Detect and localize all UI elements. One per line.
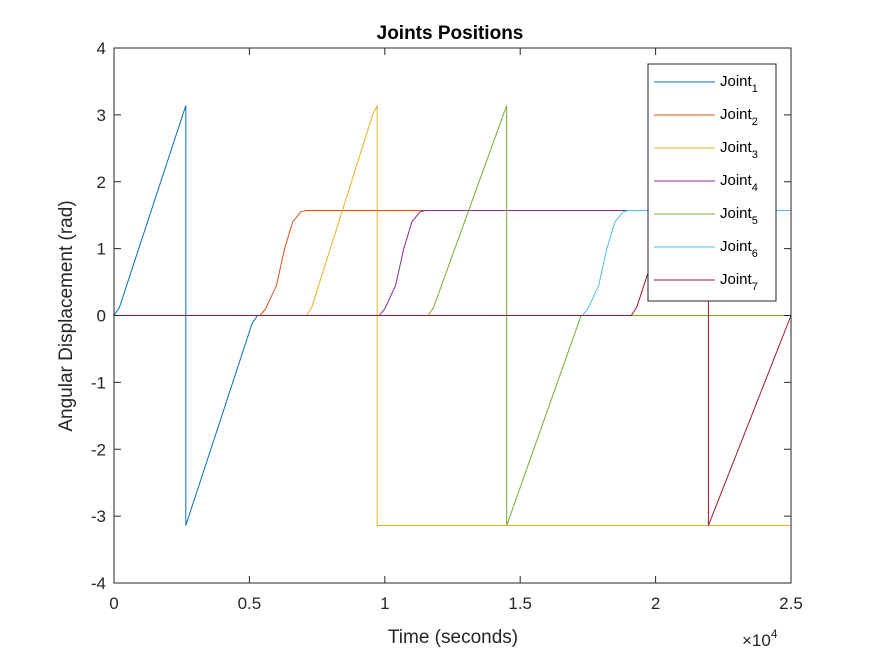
x-tick-label: 2.5 (779, 594, 803, 613)
y-tick-label: 4 (97, 39, 106, 58)
series-layer (113, 105, 792, 526)
legend-label-joint-6: Joint6 (720, 238, 758, 260)
legend-box (647, 63, 777, 302)
legend-label-joint-7: Joint7 (720, 271, 758, 293)
x-tick-label: 0 (109, 594, 118, 613)
legend-label-joint-1: Joint1 (720, 73, 758, 95)
axes-layer: 0 0.5 1 1.5 2 2.5 -4 -3 -2 -1 0 1 2 3 4 (91, 39, 803, 613)
legend: Joint1 Joint2 Joint3 Joint4 Joint5 Joint6 Join… (647, 63, 777, 302)
y-axis-label: Angular Displacement (rad) (56, 200, 77, 431)
chart-title: Joints Positions (377, 23, 524, 44)
legend-label-joint-3: Joint3 (720, 139, 758, 161)
y-tick-label: 2 (97, 173, 106, 192)
x-axis-exponent-base: ×10 (742, 631, 771, 650)
series-line-joint-2 (114, 210, 791, 316)
legend-label-joint-2: Joint2 (720, 106, 758, 128)
y-tick-label: -3 (91, 507, 106, 526)
x-axis-label: Time (seconds) (388, 627, 518, 648)
x-tick-label: 0.5 (238, 594, 262, 613)
y-tick-label: 1 (97, 240, 106, 259)
series-line-joint-6 (114, 210, 791, 316)
x-axis-exponent-power: 4 (771, 627, 778, 641)
x-tick-label: 1 (380, 594, 389, 613)
x-axis-exponent: ×104 (742, 627, 778, 650)
x-tick-label: 2 (651, 594, 660, 613)
y-tick-label: 3 (97, 106, 106, 125)
y-tick-label: -2 (91, 440, 106, 459)
legend-label-joint-5: Joint5 (720, 205, 758, 227)
x-tick-label: 1.5 (508, 594, 532, 613)
series-line-joint-4 (114, 210, 791, 316)
legend-label-joint-4: Joint4 (720, 172, 758, 194)
y-tick-label: 0 (97, 307, 106, 326)
y-tick-label: -4 (91, 574, 106, 593)
y-tick-label: -1 (91, 373, 106, 392)
